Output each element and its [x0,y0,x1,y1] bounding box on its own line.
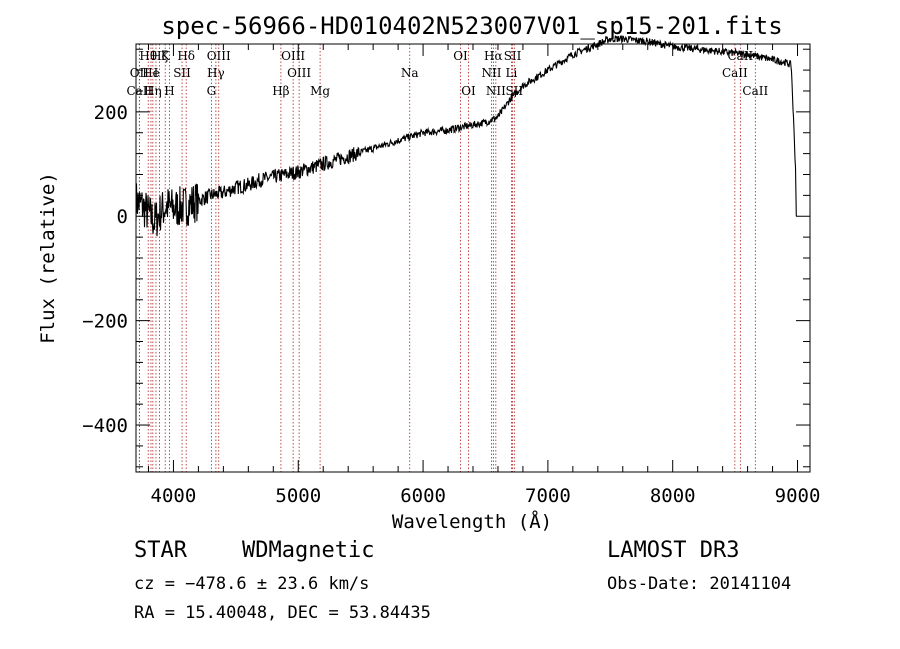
x-tick-label: 4000 [151,485,197,507]
spectrum-series-line [135,35,797,237]
spectral-line-label: CaII [742,84,768,98]
spectral-line-label: OII [130,66,150,80]
y-tick-label: −200 [82,311,128,333]
spectral-line-label: Hδ [177,49,195,63]
spectral-line-label: H [164,84,174,98]
spectral-line-label: Li [506,66,518,80]
spectral-line-label: OIII [207,49,231,63]
spectral-line-label: SII [504,49,522,63]
y-tick-label: −400 [82,415,128,437]
x-axis-label: Wavelength (Å) [392,510,552,533]
spectral-line-label: G [207,84,217,98]
spectral-line-label: NII [481,66,501,80]
spectral-line-label: OI [461,84,476,98]
x-tick-label: 8000 [650,485,696,507]
spectral-line-label: He [142,66,160,80]
y-axis-label: Flux (relative) [37,172,59,344]
axis-ticks: 4000 5000 6000 7000 8000 9000 −400 −200 0 200 [82,44,820,507]
spectral-line-label: Hβ [272,84,289,98]
ra-dec-coordinates: RA = 15.40048, DEC = 53.84435 [134,603,431,623]
spectral-line-label: NII [486,84,506,98]
spectral-line-label: K [161,49,171,63]
chart-title: spec-56966-HD010402N523007V01_sp15-201.f… [161,12,782,40]
survey-name: LAMOST DR3 [607,538,740,563]
y-tick-label: 0 [117,206,128,228]
spectral-line-label: I [154,66,159,80]
spectral-line-label: Hζ [151,49,168,63]
x-tick-label: 7000 [525,485,571,507]
object-subclass: WDMagnetic [242,538,375,563]
redshift-cz: cz = −478.6 ± 23.6 km/s [134,574,370,594]
plot-frame [135,43,811,473]
spectral-line-label: Na [401,66,419,80]
object-class: STAR [134,538,187,563]
spectral-line-label: OIII [287,66,311,80]
spectral-line-label: Hα [484,49,503,63]
spectral-line-label: CaII [722,66,748,80]
x-tick-label: 9000 [775,485,821,507]
spectral-line-label: Hγ [207,66,225,80]
spectral-line-label: Hη [144,84,162,98]
spectral-line-label: Mg [310,84,330,98]
spectral-line-label: SII [173,66,191,80]
observation-date: Obs-Date: 20141104 [607,574,792,594]
spectral-line-markers [138,44,756,472]
x-tick-label: 5000 [275,485,321,507]
y-tick-label: 200 [94,102,128,124]
spectral-line-label: Hθ [139,49,157,63]
spectral-line-label: OI [453,49,468,63]
spectral-line-label: OIII [281,49,305,63]
x-tick-label: 6000 [400,485,446,507]
